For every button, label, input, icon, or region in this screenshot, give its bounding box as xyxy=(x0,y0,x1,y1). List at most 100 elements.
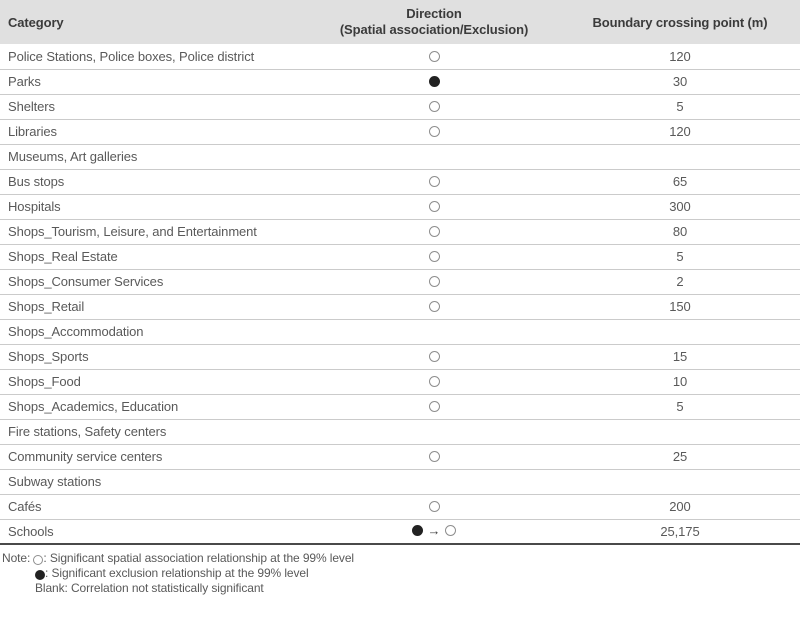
table-row: Shops_Academics, Education 5 xyxy=(0,394,800,420)
table-row: Shops_Retail 150 xyxy=(0,294,800,320)
boundary-cell: 200 xyxy=(560,494,800,520)
direction-cell xyxy=(308,269,560,295)
direction-cell xyxy=(308,469,560,495)
category-cell: Shops_Sports xyxy=(0,344,308,370)
table-header: Category Direction (Spatial association/… xyxy=(0,0,800,44)
header-direction-line1: Direction xyxy=(406,6,462,21)
table-row: Shops_Tourism, Leisure, and Entertainmen… xyxy=(0,219,800,245)
note-exclusion-text: : Significant exclusion relationship at … xyxy=(45,566,309,580)
open-circle-icon xyxy=(428,50,440,62)
table-body: Police Stations, Police boxes, Police di… xyxy=(0,44,800,545)
filled-circle-icon xyxy=(428,76,440,88)
boundary-cell: 25,175 xyxy=(560,519,800,545)
note-blank-text: Blank: Correlation not statistically sig… xyxy=(35,581,264,595)
boundary-cell: 300 xyxy=(560,194,800,220)
table-row: Community service centers 25 xyxy=(0,444,800,470)
open-circle-icon xyxy=(445,525,457,537)
category-cell: Parks xyxy=(0,69,308,95)
direction-cell xyxy=(308,394,560,420)
category-cell: Police Stations, Police boxes, Police di… xyxy=(0,44,308,70)
note-line-association: Note: : Significant spatial association … xyxy=(0,551,800,566)
header-direction: Direction (Spatial association/Exclusion… xyxy=(308,0,560,44)
category-cell: Shelters xyxy=(0,94,308,120)
direction-cell xyxy=(308,319,560,345)
table-row: Parks 30 xyxy=(0,69,800,95)
category-cell: Shops_Retail xyxy=(0,294,308,320)
boundary-cell: 65 xyxy=(560,169,800,195)
table-row: Fire stations, Safety centers xyxy=(0,419,800,445)
category-cell: Bus stops xyxy=(0,169,308,195)
direction-cell xyxy=(308,294,560,320)
direction-cell xyxy=(308,144,560,170)
open-circle-icon xyxy=(428,276,440,288)
open-circle-icon xyxy=(428,251,440,263)
boundary-cell: 80 xyxy=(560,219,800,245)
table-row: Hospitals 300 xyxy=(0,194,800,220)
boundary-cell: 5 xyxy=(560,394,800,420)
open-circle-icon xyxy=(428,301,440,313)
open-circle-icon xyxy=(428,351,440,363)
direction-cell xyxy=(308,419,560,445)
note-line-blank: Blank: Correlation not statistically sig… xyxy=(0,581,800,596)
direction-cell xyxy=(308,169,560,195)
table-row: Subway stations xyxy=(0,469,800,495)
table-row: Shelters 5 xyxy=(0,94,800,120)
boundary-cell xyxy=(560,144,800,170)
table-row: Schools → 25,175 xyxy=(0,519,800,545)
table-row: Museums, Art galleries xyxy=(0,144,800,170)
boundary-cell: 150 xyxy=(560,294,800,320)
category-cell: Community service centers xyxy=(0,444,308,470)
note-association-text: : Significant spatial association relati… xyxy=(43,551,354,565)
boundary-cell: 15 xyxy=(560,344,800,370)
boundary-cell: 10 xyxy=(560,369,800,395)
boundary-cell: 25 xyxy=(560,444,800,470)
boundary-cell: 5 xyxy=(560,244,800,270)
category-cell: Hospitals xyxy=(0,194,308,220)
open-circle-icon xyxy=(33,554,44,565)
direction-cell xyxy=(308,69,560,95)
direction-cell xyxy=(308,44,560,70)
boundary-cell: 30 xyxy=(560,69,800,95)
direction-cell xyxy=(308,344,560,370)
category-cell: Museums, Art galleries xyxy=(0,144,308,170)
filled-circle-icon xyxy=(411,525,423,537)
boundary-cell: 2 xyxy=(560,269,800,295)
right-arrow-icon: → xyxy=(427,523,441,539)
boundary-cell xyxy=(560,469,800,495)
category-cell: Cafés xyxy=(0,494,308,520)
header-boundary: Boundary crossing point (m) xyxy=(560,0,800,44)
boundary-cell xyxy=(560,419,800,445)
direction-cell xyxy=(308,119,560,145)
category-cell: Shops_Food xyxy=(0,369,308,395)
table-row: Bus stops 65 xyxy=(0,169,800,195)
table-row: Shops_Sports 15 xyxy=(0,344,800,370)
open-circle-icon xyxy=(428,501,440,513)
open-circle-icon xyxy=(428,101,440,113)
table-row: Shops_Accommodation xyxy=(0,319,800,345)
boundary-cell: 120 xyxy=(560,44,800,70)
open-circle-icon xyxy=(428,451,440,463)
category-cell: Shops_Accommodation xyxy=(0,319,308,345)
filled-circle-icon xyxy=(35,569,45,580)
table-row: Shops_Real Estate 5 xyxy=(0,244,800,270)
open-circle-icon xyxy=(428,401,440,413)
category-cell: Shops_Tourism, Leisure, and Entertainmen… xyxy=(0,219,308,245)
direction-cell xyxy=(308,369,560,395)
table-notes: Note: : Significant spatial association … xyxy=(0,551,800,596)
category-cell: Shops_Real Estate xyxy=(0,244,308,270)
table-row: Police Stations, Police boxes, Police di… xyxy=(0,44,800,70)
boundary-crossing-table: Category Direction (Spatial association/… xyxy=(0,0,800,545)
open-circle-icon xyxy=(428,376,440,388)
boundary-cell: 120 xyxy=(560,119,800,145)
note-line-exclusion: : Significant exclusion relationship at … xyxy=(0,566,800,581)
direction-cell: → xyxy=(308,519,560,545)
open-circle-icon xyxy=(428,201,440,213)
category-cell: Fire stations, Safety centers xyxy=(0,419,308,445)
table-row: Shops_Consumer Services 2 xyxy=(0,269,800,295)
table-row: Cafés 200 xyxy=(0,494,800,520)
category-cell: Schools xyxy=(0,519,308,545)
category-cell: Libraries xyxy=(0,119,308,145)
open-circle-icon xyxy=(428,176,440,188)
header-direction-line2: (Spatial association/Exclusion) xyxy=(339,22,529,37)
note-label: Note: xyxy=(2,551,31,565)
